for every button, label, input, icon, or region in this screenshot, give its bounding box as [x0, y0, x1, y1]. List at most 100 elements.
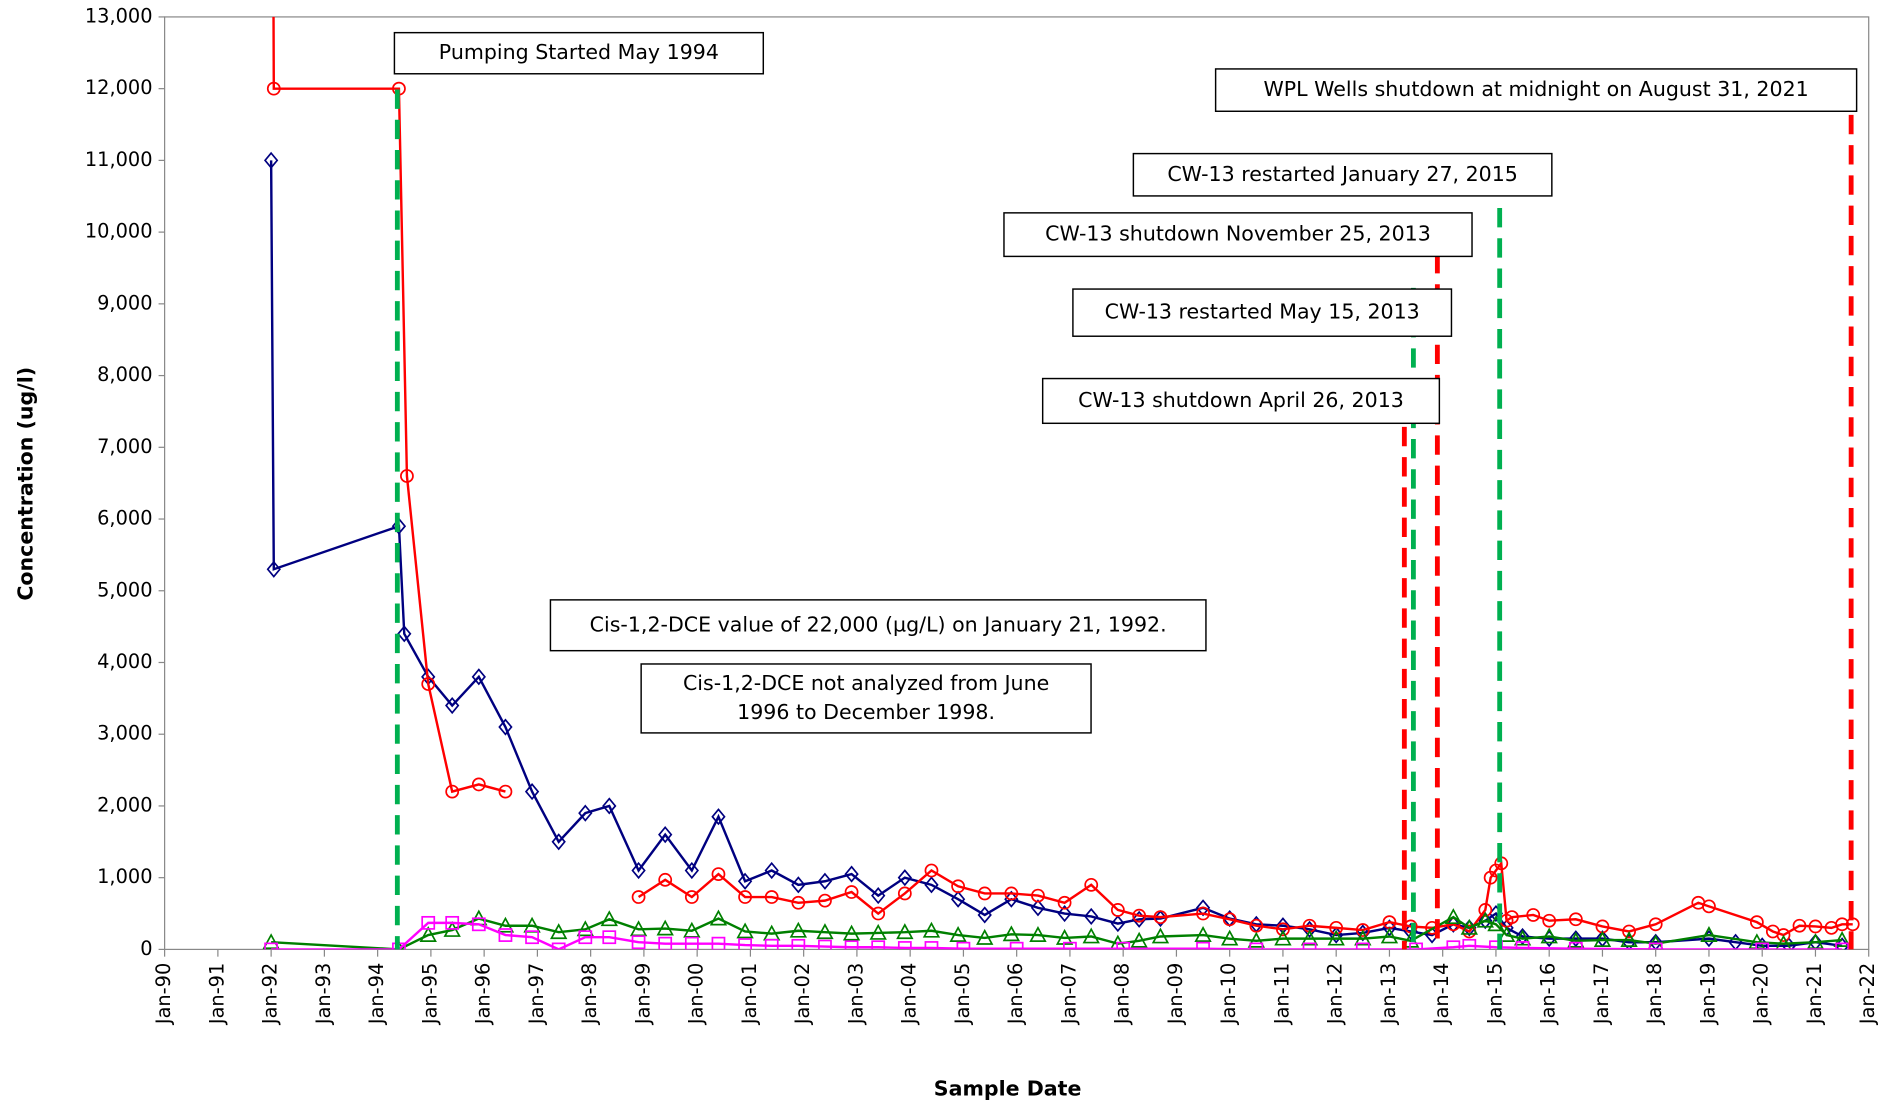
marker [658, 936, 673, 950]
marker [950, 890, 966, 908]
marker [1009, 941, 1024, 950]
y-axis-label: Concentration (ug/l) [14, 367, 38, 601]
x-tick-label: Jan-91 [205, 963, 228, 1025]
marker [1515, 941, 1530, 950]
marker [924, 863, 939, 878]
x-tick-label: Jan-15 [1483, 963, 1506, 1025]
marker [1355, 923, 1370, 937]
marker [1276, 922, 1290, 937]
marker [1329, 920, 1344, 935]
marker [1247, 931, 1265, 948]
marker [551, 833, 566, 851]
marker [1151, 927, 1170, 944]
marker [421, 677, 436, 691]
marker [498, 784, 513, 799]
marker [711, 808, 726, 826]
marker [709, 909, 728, 926]
y-tick-label: 9,000 [97, 291, 152, 314]
marker [1274, 929, 1292, 946]
x-axis-label: Sample Date [934, 1077, 1082, 1101]
marker [1476, 911, 1494, 928]
marker [1526, 908, 1541, 922]
marker [736, 922, 754, 939]
marker [1004, 886, 1019, 901]
y-tick-label: 8,000 [97, 363, 152, 386]
x-tick-label: Jan-94 [365, 963, 388, 1025]
marker [711, 867, 726, 881]
marker [738, 938, 752, 950]
y-tick-label: 4,000 [97, 650, 152, 673]
annotation-box [1003, 212, 1473, 258]
marker [1063, 941, 1077, 950]
marker [869, 923, 887, 940]
marker [1002, 925, 1021, 942]
marker [897, 869, 912, 887]
x-tick-label: Jan-06 [1004, 963, 1027, 1025]
marker [471, 668, 486, 686]
marker [1116, 941, 1131, 950]
marker [550, 923, 568, 940]
x-tick-label: Jan-99 [631, 963, 654, 1025]
marker [1302, 942, 1317, 950]
marker [658, 872, 673, 887]
marker [1460, 918, 1479, 935]
marker [1776, 928, 1791, 942]
marker [400, 469, 414, 483]
marker [1567, 931, 1585, 948]
marker [1792, 918, 1807, 933]
marker [1084, 907, 1099, 925]
y-tick-label: 6,000 [97, 507, 152, 530]
marker [1057, 895, 1072, 910]
marker [976, 928, 994, 945]
annotation-text: WPL Wells shutdown at midnight on August… [1263, 77, 1808, 101]
marker [419, 926, 437, 942]
marker [421, 915, 436, 930]
x-tick-label: Jan-04 [898, 963, 921, 1025]
marker [816, 923, 834, 940]
marker [1505, 910, 1519, 925]
marker [1835, 917, 1849, 932]
marker [1487, 915, 1505, 932]
y-tick-label: 3,000 [97, 722, 152, 745]
marker [949, 926, 967, 942]
marker [1130, 931, 1148, 948]
marker [600, 910, 618, 927]
marker [1568, 930, 1583, 948]
marker [791, 938, 806, 950]
marker [1478, 903, 1493, 917]
marker [551, 942, 566, 950]
marker [1057, 904, 1072, 923]
x-tick-label: Jan-05 [951, 963, 974, 1025]
x-tick-label: Jan-93 [312, 963, 335, 1025]
marker [1084, 877, 1099, 892]
marker [1833, 931, 1851, 947]
marker [1249, 942, 1264, 950]
y-tick-label: 12,000 [85, 76, 153, 99]
x-tick-label: Jan-00 [685, 963, 708, 1025]
marker [1132, 908, 1147, 923]
marker [844, 865, 859, 883]
marker [266, 81, 281, 96]
x-tick-label: Jan-12 [1324, 963, 1347, 1025]
marker [1648, 942, 1663, 950]
marker [1542, 913, 1557, 928]
marker [1220, 929, 1239, 946]
x-tick-label: Jan-96 [472, 963, 495, 1025]
annotation-box [393, 31, 765, 75]
marker [764, 890, 779, 904]
marker [871, 906, 886, 921]
marker [498, 718, 513, 736]
marker [924, 876, 939, 894]
marker [1194, 926, 1212, 942]
annotation-box [640, 663, 1092, 734]
marker [791, 895, 806, 910]
marker [525, 930, 539, 945]
marker [576, 920, 595, 937]
marker [684, 890, 699, 904]
annotation-text: Cis-1,2-DCE not analyzed from June [683, 671, 1049, 695]
marker [578, 804, 593, 822]
marker [1196, 906, 1210, 921]
marker [1380, 927, 1399, 944]
x-tick-label: Jan-95 [418, 963, 441, 1025]
y-tick-label: 1,000 [97, 865, 152, 888]
